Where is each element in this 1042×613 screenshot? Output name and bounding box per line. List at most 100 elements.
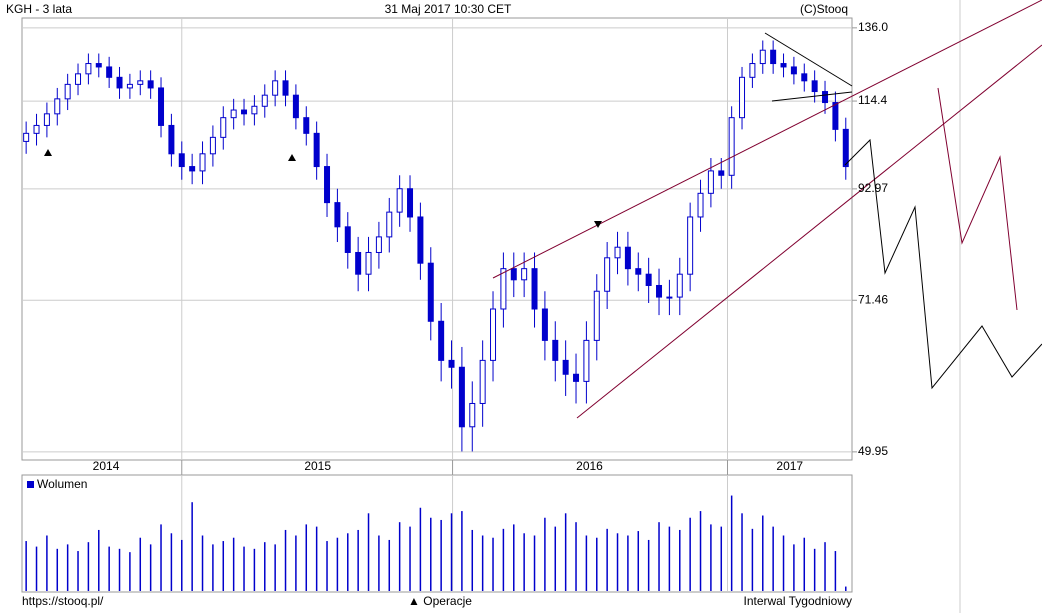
candle-body — [292, 94, 299, 119]
candle-body — [749, 63, 756, 78]
candle-body — [313, 132, 320, 168]
candle-body — [261, 94, 268, 107]
candle-body — [458, 366, 465, 428]
candle-body — [199, 153, 206, 172]
candle-body — [251, 105, 258, 115]
footer-left: https://stooq.pl/ — [22, 594, 104, 608]
candle-body — [583, 339, 590, 382]
candle-body — [241, 109, 248, 115]
candle-body — [780, 63, 787, 68]
candle-body — [645, 273, 652, 286]
candle-body — [687, 216, 694, 275]
candle-body — [707, 170, 714, 194]
candle-body — [282, 80, 289, 96]
y-tick-label: 49.95 — [858, 444, 888, 458]
candle-body — [126, 83, 133, 89]
candle-body — [33, 124, 40, 134]
price-panel — [21, 17, 853, 461]
candle-body — [552, 339, 559, 361]
candle-body — [790, 66, 797, 75]
candle-body — [230, 109, 237, 119]
candle-body — [147, 80, 154, 89]
candle-body — [209, 136, 216, 155]
candle-body — [541, 308, 548, 341]
y-tick-label: 92.97 — [858, 181, 888, 195]
candle-body — [604, 257, 611, 292]
candle-body — [490, 308, 497, 361]
candle-body — [303, 117, 310, 134]
candle-body — [427, 262, 434, 322]
candle-body — [510, 268, 517, 281]
candle-body — [479, 359, 486, 404]
y-tick-label: 114.4 — [858, 93, 887, 107]
candle-body — [666, 296, 673, 299]
candle-body — [64, 83, 71, 100]
candle-body — [728, 117, 735, 176]
candle-body — [334, 202, 341, 228]
candle-body — [386, 211, 393, 238]
candle-body — [448, 359, 455, 368]
candle-body — [531, 268, 538, 310]
candle-body — [759, 49, 766, 65]
candle-body — [770, 49, 777, 65]
chart-title: KGH - 3 lata — [6, 2, 72, 16]
candle-body — [355, 251, 362, 275]
candle-body — [500, 268, 507, 310]
y-tick-label: 71.46 — [858, 292, 888, 306]
candle-body — [344, 226, 351, 253]
candle-body — [116, 76, 123, 89]
candle-body — [656, 284, 663, 298]
candle-body — [54, 98, 61, 115]
x-tick-label: 2017 — [776, 459, 803, 473]
candle-body — [811, 80, 818, 93]
candle-body — [85, 63, 92, 75]
footer-center: ▲ Operacje — [408, 594, 472, 608]
candle-body — [832, 102, 839, 130]
candle-body — [718, 170, 725, 176]
candle-body — [676, 273, 683, 298]
forecast-lines — [764, 32, 1042, 390]
volume-legend-swatch — [27, 481, 34, 488]
marks — [23, 40, 849, 591]
candle-body — [593, 290, 600, 341]
candle-body — [168, 124, 175, 155]
candle-body — [178, 153, 185, 168]
candle-body — [417, 216, 424, 264]
copyright: (C)Stooq — [800, 2, 848, 16]
date-label: 31 Maj 2017 10:30 CET — [385, 2, 512, 16]
candle-body — [822, 91, 829, 104]
candle-body — [842, 128, 849, 168]
candle-body — [396, 188, 403, 213]
candle-body — [272, 80, 279, 96]
operation-markers — [44, 149, 602, 228]
candle-body — [158, 87, 165, 126]
x-tick-label: 2015 — [304, 459, 331, 473]
candle-body — [614, 246, 621, 259]
candle-body — [189, 166, 196, 172]
candle-body — [375, 236, 382, 253]
x-tick-label: 2016 — [576, 459, 603, 473]
candle-body — [365, 251, 372, 275]
y-tick-label: 136.0 — [858, 20, 888, 34]
grid — [22, 18, 857, 592]
candle-body — [562, 359, 569, 375]
candle-body — [521, 268, 528, 281]
candle-body — [635, 268, 642, 275]
candle-body — [220, 117, 227, 138]
candle-body — [407, 188, 414, 218]
candle-body — [43, 113, 50, 126]
candle-body — [573, 373, 580, 382]
candle-body — [801, 73, 808, 82]
candle-body — [739, 76, 746, 119]
candle-body — [469, 402, 476, 428]
volume-legend: Wolumen — [37, 477, 87, 491]
candle-body — [624, 246, 631, 270]
candle-body — [438, 320, 445, 361]
x-tick-label: 2014 — [93, 459, 120, 473]
candle-body — [106, 66, 113, 78]
candle-body — [324, 166, 331, 204]
candle-body — [75, 73, 82, 85]
candle-body — [697, 192, 704, 218]
